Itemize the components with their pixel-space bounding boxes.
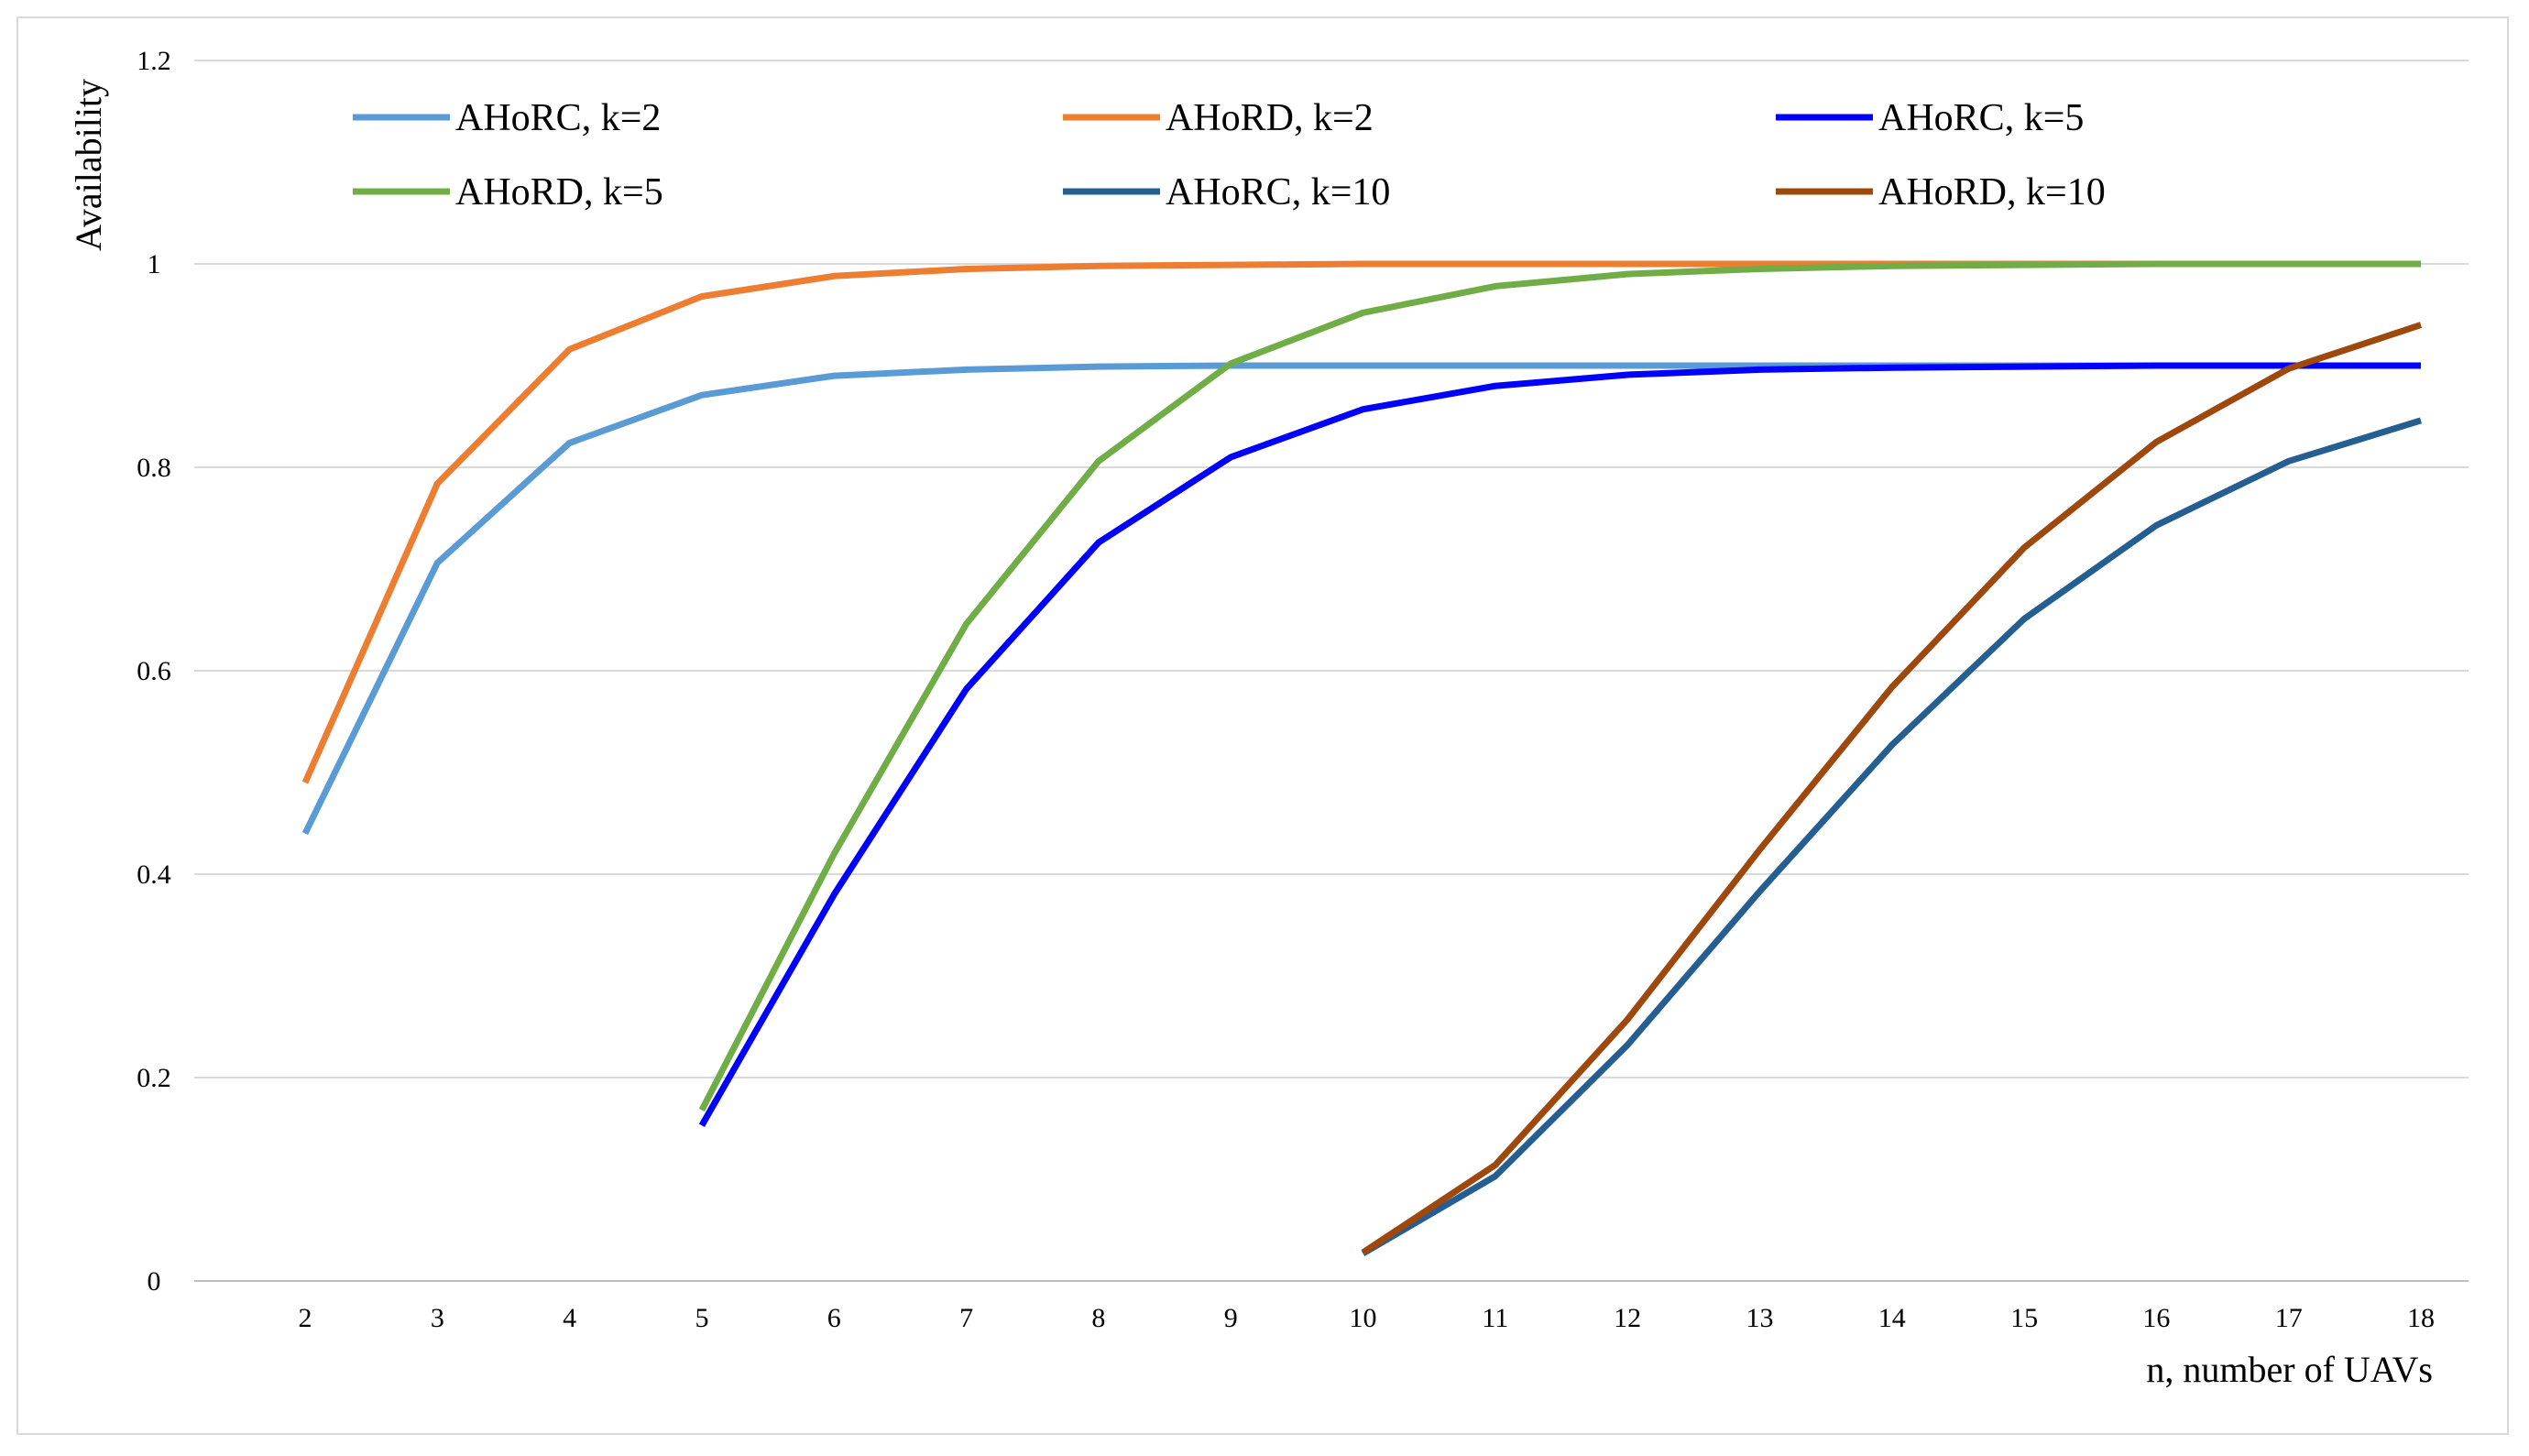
- x-axis-title: n, number of UAVs: [2146, 1349, 2433, 1390]
- legend: AHoRC, k=2 AHoRD, k=2 AHoRC, k=5 AHoRD, k=5…: [353, 97, 2106, 213]
- x-tick-label: 13: [1746, 1303, 1773, 1333]
- y-tick-label: 0.4: [137, 859, 171, 890]
- y-tick-label: 0.8: [137, 453, 171, 483]
- y-tick-label: 1: [148, 249, 161, 279]
- chart-frame: [16, 16, 2509, 1435]
- grid-lines: [194, 60, 2469, 1282]
- series-line: [301, 362, 2421, 836]
- x-tick-label: 12: [1614, 1303, 1641, 1333]
- legend-label: AHoRC, k=5: [1878, 97, 2084, 139]
- y-tick-label: 0.2: [137, 1063, 171, 1093]
- x-tick-label: 16: [2142, 1303, 2170, 1333]
- x-tick-label: 15: [2010, 1303, 2038, 1333]
- x-tick-label: 4: [563, 1303, 576, 1333]
- x-tick-label: 5: [695, 1303, 708, 1333]
- y-tick-label: 0: [148, 1266, 161, 1297]
- y-tick-label: 1.2: [137, 46, 171, 76]
- series-line: [698, 362, 2421, 1127]
- x-tick-label: 6: [827, 1303, 841, 1333]
- x-tick-label: 11: [1482, 1303, 1508, 1333]
- x-tick-label: 2: [299, 1303, 312, 1333]
- y-tick-label: 0.6: [137, 656, 171, 686]
- x-tick-label: 8: [1091, 1303, 1105, 1333]
- x-tick-label: 7: [959, 1303, 973, 1333]
- series-line: [1361, 322, 2423, 1255]
- legend-label: AHoRC, k=10: [1166, 171, 1390, 213]
- y-axis-title: Availability: [68, 79, 109, 251]
- x-tick-label: 14: [1878, 1303, 1906, 1333]
- series-line: [698, 260, 2421, 1112]
- series-lines: [301, 260, 2423, 1257]
- x-tick-label: 10: [1350, 1303, 1377, 1333]
- x-tick-label: 18: [2407, 1303, 2435, 1333]
- x-tick-label: 3: [431, 1303, 444, 1333]
- legend-label: AHoRD, k=5: [455, 171, 663, 213]
- x-tick-label: 17: [2275, 1303, 2303, 1333]
- x-tick-label: 9: [1224, 1303, 1238, 1333]
- legend-label: AHoRD, k=10: [1878, 171, 2106, 213]
- tick-labels: 0 0.2 0.4 0.6 0.8 1 1.2 2 3 4 5 6 7 8 9 10 11 12 13 14 15 16 1…: [137, 46, 2435, 1333]
- series-line: [1361, 417, 2423, 1257]
- legend-label: AHoRC, k=2: [455, 97, 661, 139]
- legend-label: AHoRD, k=2: [1166, 97, 1374, 139]
- series-line: [301, 260, 2421, 784]
